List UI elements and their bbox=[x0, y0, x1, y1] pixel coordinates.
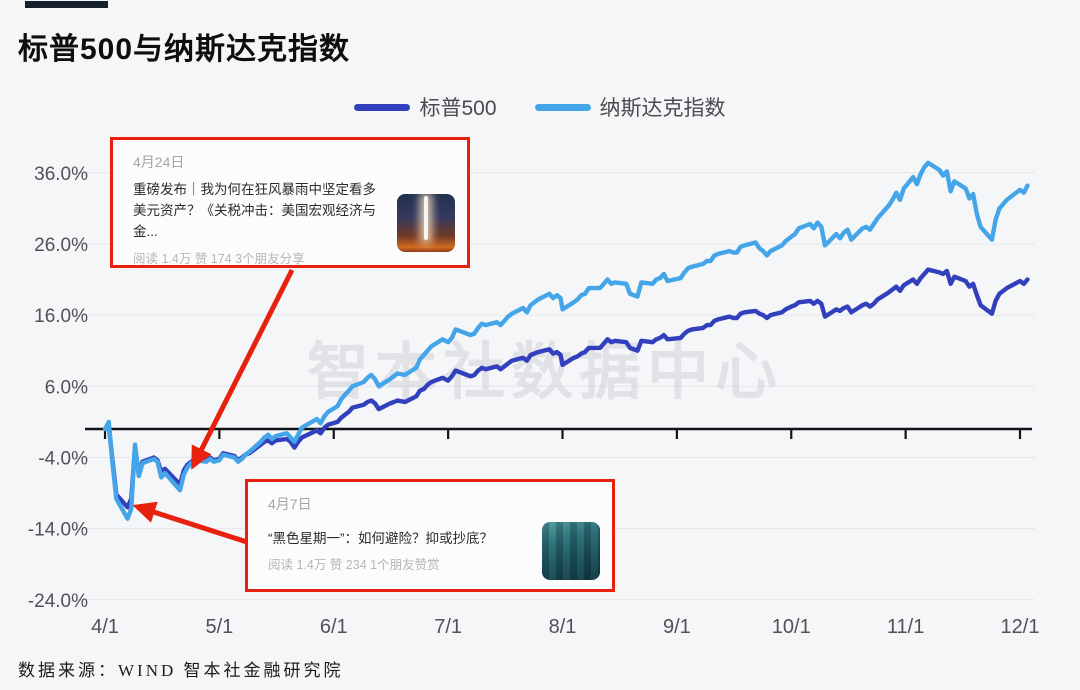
annotation-article-title: 重磅发布｜我为何在狂风暴雨中坚定看多美元资产？《关税冲击：美国宏观经济与金... bbox=[133, 182, 376, 239]
y-axis-label: 36.0% bbox=[34, 164, 88, 185]
y-axis-label: 16.0% bbox=[34, 306, 88, 327]
y-axis-label: 6.0% bbox=[45, 377, 88, 398]
x-axis-label: 8/1 bbox=[549, 616, 577, 638]
x-axis-label: 6/1 bbox=[320, 616, 348, 638]
annotation-card-apr7: 4月7日 “黑色星期一”：如何避险？抑或抄底？ 阅读 1.4万 赞 234 1个… bbox=[245, 479, 615, 592]
annotation-article-title: “黑色星期一”：如何避险？抑或抄底？ bbox=[268, 530, 493, 546]
y-axis-label: 26.0% bbox=[34, 235, 88, 256]
x-axis-label: 7/1 bbox=[434, 616, 462, 638]
annotation-card-apr24: 4月24日 重磅发布｜我为何在狂风暴雨中坚定看多美元资产？《关税冲击：美国宏观经… bbox=[110, 137, 470, 268]
x-axis-label: 9/1 bbox=[663, 616, 691, 638]
page-title: 标普500与纳斯达克指数 bbox=[18, 33, 351, 66]
sp500-line-swatch bbox=[354, 103, 411, 111]
data-source-note: 数据来源：WIND 智本社金融研究院 bbox=[18, 661, 344, 680]
y-axis-label: -24.0% bbox=[28, 591, 88, 612]
title-accent-bar bbox=[25, 1, 108, 8]
legend-item-sp500: 标普500 bbox=[354, 92, 497, 122]
series-line-nasdaq bbox=[102, 160, 1030, 521]
x-axis-label: 5/1 bbox=[205, 616, 233, 638]
annotation-date: 4月7日 bbox=[268, 496, 312, 512]
x-axis-label: 11/1 bbox=[887, 616, 924, 638]
annotation-article-meta: 阅读 1.4万 赞 174 3个朋友分享 bbox=[133, 251, 305, 266]
y-axis-label: -4.0% bbox=[38, 448, 88, 469]
x-axis-label: 4/1 bbox=[91, 616, 119, 638]
annotation-arrow-apr24 bbox=[191, 268, 295, 470]
annotation-date: 4月24日 bbox=[133, 154, 185, 170]
x-axis-label: 12/1 bbox=[1001, 616, 1040, 638]
lightning-over-city-thumbnail-image bbox=[397, 194, 455, 253]
annotation-article-meta: 阅读 1.4万 赞 234 1个朋友赞赏 bbox=[268, 558, 440, 573]
legend-item-nasdaq: 纳斯达克指数 bbox=[534, 92, 726, 122]
x-axis-label: 10/1 bbox=[772, 616, 811, 638]
series-line-sp500 bbox=[102, 267, 1030, 510]
chart-legend: 标普500 纳斯达克指数 bbox=[0, 92, 1080, 122]
legend-label: 标普500 bbox=[419, 97, 497, 120]
annotation-arrow-apr7 bbox=[132, 501, 251, 546]
y-axis-label: -14.0% bbox=[28, 520, 88, 541]
sunken-ruins-thumbnail-image bbox=[542, 522, 600, 580]
legend-label: 纳斯达克指数 bbox=[599, 97, 726, 120]
nasdaq-line-swatch bbox=[534, 103, 591, 111]
